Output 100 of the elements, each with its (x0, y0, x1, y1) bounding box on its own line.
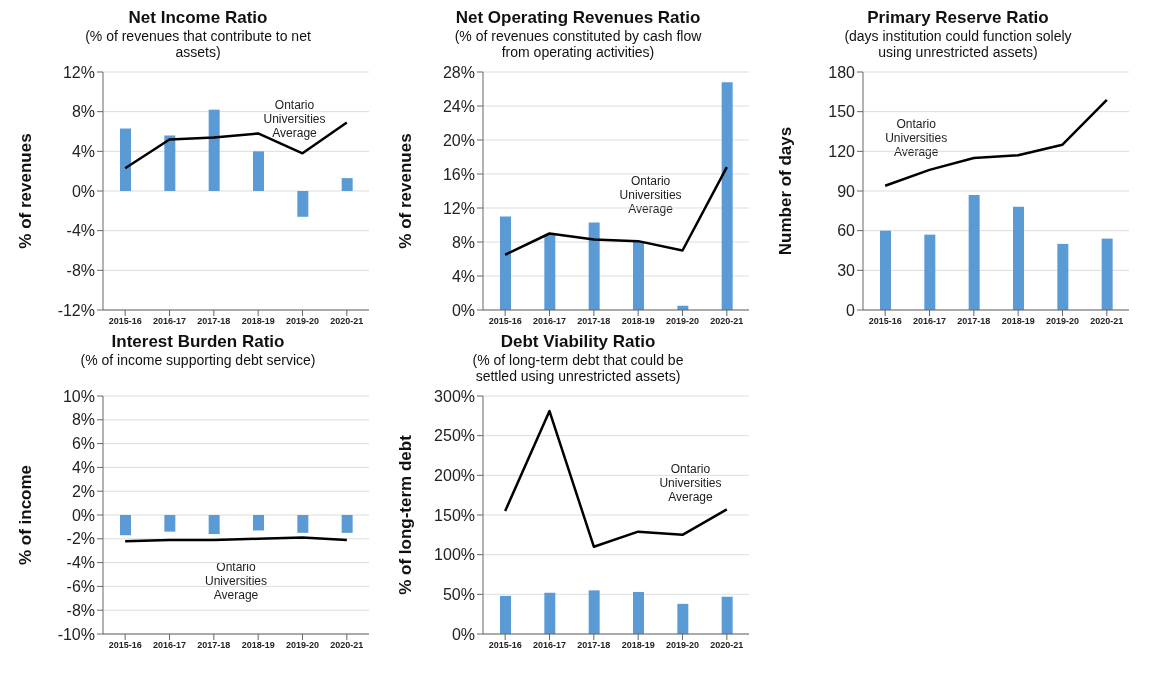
x-tick-label: 2019-20 (285, 640, 320, 651)
bar (1013, 206, 1024, 310)
x-tick-label: 2016-17 (152, 316, 187, 327)
x-tick-label: 2017-18 (577, 316, 611, 327)
x-tick-label: 2020-21 (1090, 316, 1124, 327)
chart-subtitle: (% of long-term debt that could be settled using unrestricted assets) (471, 352, 685, 386)
y-axis-title: % of long-term debt (396, 434, 416, 595)
y-tick-label: 150 (828, 103, 856, 121)
y-tick-label: 300% (434, 387, 475, 405)
y-tick-label: 60 (837, 222, 856, 240)
x-tick-label: 2015-16 (488, 640, 522, 651)
bar (588, 590, 600, 634)
chart-title: Net Operating Revenues Ratio (455, 8, 701, 28)
y-tick-label: 0 (846, 301, 856, 319)
y-tick-label: 0% (71, 182, 95, 200)
x-tick-label: 2020-21 (710, 640, 744, 651)
x-tick-label: 2020-21 (330, 316, 364, 327)
y-tick-label: -12% (57, 301, 95, 319)
annotation: Ontario Universities Average (204, 559, 268, 602)
bar (880, 230, 891, 310)
bar (164, 135, 176, 191)
y-tick-label: 12% (442, 199, 475, 217)
bar (588, 222, 600, 310)
x-tick-label: 2017-18 (577, 640, 611, 651)
y-axis-title: % of revenues (396, 133, 416, 249)
bar (341, 178, 353, 191)
annotation: Ontario Universities Average (884, 116, 949, 159)
y-tick-label: 0% (451, 301, 475, 319)
y-tick-label: -8% (66, 262, 95, 280)
y-tick-label: -4% (66, 554, 95, 572)
bar (1101, 238, 1113, 310)
y-tick-label: 200% (434, 467, 475, 485)
y-axis-title: % of income (16, 464, 36, 566)
x-tick-label: 2017-18 (197, 316, 231, 327)
annotation: Ontario Universities Average (618, 173, 683, 216)
x-tick-label: 2015-16 (868, 316, 902, 327)
bar (677, 603, 689, 634)
x-tick-label: 2019-20 (285, 316, 320, 327)
y-tick-label: 28% (442, 63, 475, 81)
bar (924, 234, 936, 310)
bar (500, 216, 511, 310)
x-tick-label: 2016-17 (152, 640, 187, 651)
bar (721, 596, 733, 634)
x-tick-label: 2016-17 (532, 316, 567, 327)
bar (633, 591, 644, 634)
x-tick-label: 2017-18 (197, 640, 231, 651)
bar (968, 194, 980, 310)
y-tick-label: 90 (837, 182, 856, 200)
x-tick-label: 2018-19 (1001, 316, 1035, 327)
bar (544, 234, 556, 310)
x-tick-label: 2020-21 (330, 640, 364, 651)
bar (500, 595, 511, 634)
chart-title: Interest Burden Ratio (111, 332, 285, 352)
x-tick-label: 2018-19 (241, 640, 275, 651)
y-tick-label: -4% (66, 222, 95, 240)
chart-title: Primary Reserve Ratio (867, 8, 1049, 28)
line-series (503, 409, 729, 548)
y-tick-label: -2% (66, 530, 95, 548)
bar (120, 128, 131, 191)
annotation: Ontario Universities Average (262, 97, 327, 140)
y-tick-label: 50% (442, 586, 475, 604)
y-tick-label: 0% (71, 506, 95, 524)
x-tick-label: 2019-20 (1045, 316, 1080, 327)
y-tick-label: 4% (71, 459, 95, 477)
y-tick-label: -10% (57, 625, 95, 643)
y-tick-label: 8% (71, 411, 95, 429)
y-tick-label: 120 (828, 143, 856, 161)
line-series (503, 165, 729, 256)
y-tick-label: 4% (71, 143, 95, 161)
x-tick-label: 2020-21 (710, 316, 744, 327)
y-tick-label: 8% (451, 233, 475, 251)
y-tick-label: 4% (451, 267, 475, 285)
x-tick-label: 2018-19 (621, 640, 655, 651)
y-tick-label: 250% (434, 427, 475, 445)
chart-title: Net Income Ratio (128, 8, 268, 28)
x-tick-label: 2016-17 (532, 640, 567, 651)
bar (633, 242, 644, 310)
bar (297, 191, 309, 217)
x-tick-label: 2017-18 (957, 316, 991, 327)
y-tick-label: -6% (66, 578, 95, 596)
x-tick-label: 2015-16 (108, 316, 142, 327)
y-tick-label: 10% (62, 387, 95, 405)
x-tick-label: 2015-16 (488, 316, 522, 327)
line-series (883, 98, 1109, 187)
y-tick-label: 6% (71, 435, 95, 453)
x-tick-label: 2018-19 (621, 316, 655, 327)
bar (721, 82, 733, 310)
y-tick-label: -8% (66, 601, 95, 619)
y-tick-label: 100% (434, 546, 475, 564)
x-tick-label: 2016-17 (912, 316, 947, 327)
y-tick-label: 180 (828, 63, 856, 81)
annotation: Ontario Universities Average (658, 462, 723, 505)
y-tick-label: 30 (837, 262, 856, 280)
y-tick-label: 12% (62, 63, 95, 81)
chart-subtitle: (% of revenues constituted by cash flow from operating activities) (453, 28, 703, 62)
x-tick-label: 2018-19 (241, 316, 275, 327)
y-tick-label: 2% (71, 482, 95, 500)
chart-subtitle: (% of income supporting debt service) (79, 352, 317, 370)
bar (253, 151, 264, 191)
bar (208, 109, 220, 191)
